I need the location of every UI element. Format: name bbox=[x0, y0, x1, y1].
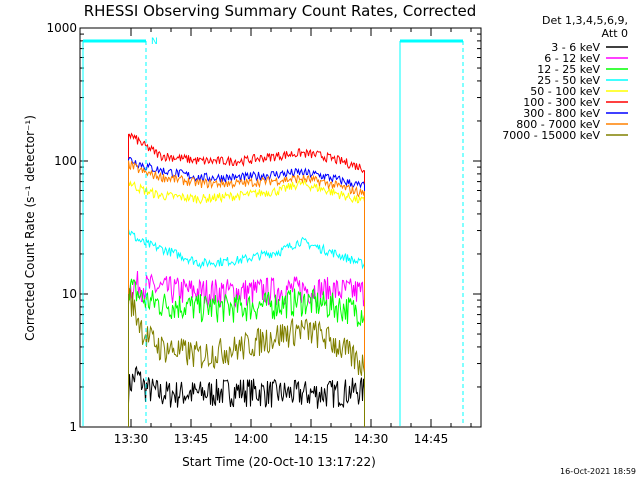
chart-title: RHESSI Observing Summary Count Rates, Co… bbox=[84, 2, 477, 20]
legend-header-line1: Det 1,3,4,5,6,9, bbox=[542, 14, 628, 27]
legend-label: 3 - 6 keV bbox=[551, 41, 600, 54]
y-axis-label: Corrected Count Rate (s⁻¹ detector⁻¹) bbox=[23, 115, 37, 341]
footer-timestamp: 16-Oct-2021 18:59 bbox=[560, 467, 636, 476]
data-series bbox=[128, 132, 365, 427]
series-line bbox=[128, 228, 365, 427]
legend-label: 300 - 800 keV bbox=[523, 107, 600, 120]
legend-header-line2: Att 0 bbox=[602, 27, 628, 40]
series-line bbox=[128, 178, 365, 427]
series-line bbox=[128, 365, 365, 427]
legend-label: 800 - 7000 keV bbox=[516, 118, 600, 131]
series-line bbox=[128, 160, 365, 427]
series-line bbox=[128, 278, 365, 427]
y-axis-ticks: 1 10 100 1000 bbox=[46, 21, 481, 434]
series-line bbox=[128, 156, 365, 427]
y-tick-label: 100 bbox=[54, 154, 77, 168]
x-tick-label: 14:00 bbox=[234, 432, 269, 446]
x-tick-label: 14:45 bbox=[414, 432, 449, 446]
legend-label: 100 - 300 keV bbox=[523, 96, 600, 109]
x-tick-label: 14:30 bbox=[354, 432, 389, 446]
legend-label: 25 - 50 keV bbox=[537, 74, 600, 87]
night-label: N bbox=[151, 37, 158, 47]
series-line bbox=[128, 132, 365, 427]
x-tick-label: 13:45 bbox=[174, 432, 209, 446]
x-axis-ticks: 13:30 13:45 14:00 14:15 14:30 14:45 bbox=[114, 28, 472, 446]
x-tick-label: 13:30 bbox=[114, 432, 149, 446]
night-markers: N bbox=[82, 37, 464, 426]
y-tick-label: 1000 bbox=[46, 21, 77, 35]
x-tick-label: 14:15 bbox=[294, 432, 329, 446]
plot-frame bbox=[79, 27, 482, 428]
y-tick-label: 1 bbox=[69, 420, 77, 434]
legend-label: 12 - 25 keV bbox=[537, 63, 600, 76]
y-tick-label: 10 bbox=[62, 287, 77, 301]
series-line bbox=[128, 287, 365, 427]
series-line bbox=[128, 270, 365, 427]
legend-label: 6 - 12 keV bbox=[544, 52, 600, 65]
x-axis-label: Start Time (20-Oct-10 13:17:22) bbox=[182, 455, 376, 469]
legend-label: 50 - 100 keV bbox=[530, 85, 600, 98]
legend-label: 7000 - 15000 keV bbox=[502, 129, 600, 142]
